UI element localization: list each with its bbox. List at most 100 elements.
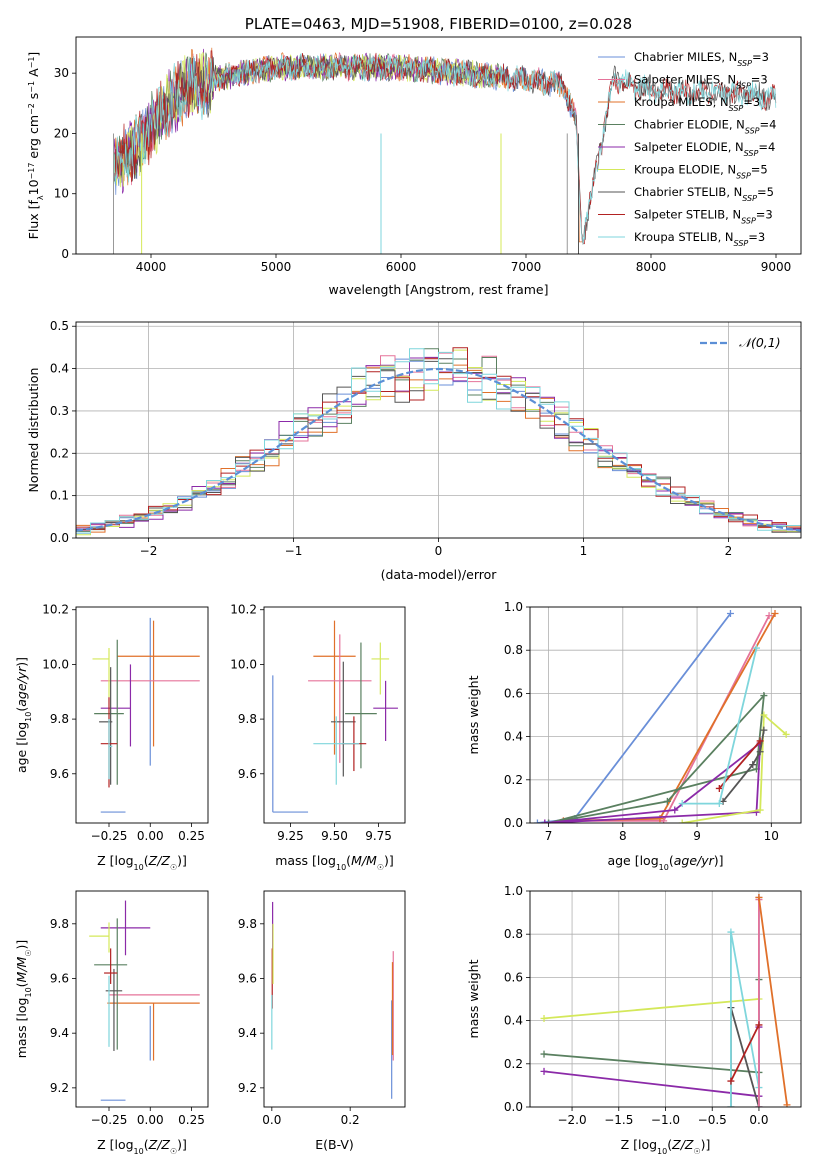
x-tick-label: −2 [140,544,158,558]
weight_age-ylabel: mass weight [466,675,481,754]
Z_mass-frame [75,890,209,1108]
weight-marker [727,1103,735,1107]
y-tick-label: 9.8 [238,712,257,726]
weight-marker [727,1077,735,1085]
weight-marker [540,1067,548,1075]
residuals-xlabel: (data-model)/error [381,567,498,582]
legend-label: Salpeter MILES, NSSP=3 [634,73,768,91]
y-tick-label: 10.0 [42,657,69,671]
y-tick-label: 9.6 [50,971,69,985]
y-tick-label: 0 [61,247,69,261]
legend-label: Kroupa STELIB, NSSP=3 [634,230,765,248]
weight-marker [755,893,763,901]
x-tick-label: 9.75 [365,829,392,843]
legend-label: Kroupa ELODIE, NSSP=5 [634,163,768,181]
Z_age-frame [75,606,209,824]
y-tick-label: 9.6 [238,971,257,985]
weight-marker [783,1101,791,1107]
y-tick-label: 0.3 [50,404,69,418]
x-tick-label: 0.25 [178,1113,205,1127]
weight-line [544,741,762,823]
legend-label: Chabrier STELIB, NSSP=5 [634,185,774,203]
weight-line [730,1007,760,1107]
x-tick-label: 8 [619,829,627,843]
weight-marker [671,806,679,814]
legend-label: Chabrier MILES, NSSP=3 [634,50,769,68]
weight-marker [660,817,668,823]
y-tick-label: 0.6 [504,970,523,984]
weight-marker [760,692,768,700]
axes-Z_age: −0.25 0.00 0.25 9.6 9.8 10.0 10.2 [42,603,205,843]
y-tick-label: 0.2 [504,773,523,787]
y-tick-label: 9.8 [50,917,69,931]
y-tick-label: 9.6 [50,767,69,781]
axes-weight_Z: −2.0 −1.5 −1.0 −0.5 0.0 0.0 0.2 0.4 0.6 0.8 1.0 [504,884,801,1127]
y-tick-label: 0.5 [50,319,69,333]
x-tick-label: 7 [545,829,553,843]
y-tick-label: 9.4 [238,1026,257,1040]
x-tick-label: −2.0 [557,1113,586,1127]
x-tick-label: −0.25 [91,1113,128,1127]
errorbars-ebv_mass [271,901,394,1099]
x-tick-label: 10 [764,829,779,843]
weight-marker [533,819,541,823]
Z_age-ylabel: age [log10(age/yr)] [14,657,33,773]
y-tick-label: 1.0 [504,884,523,898]
axes-weight_age: 7 8 9 10 0.0 0.2 0.4 0.6 0.8 1.0 [504,600,801,843]
weight-marker [541,819,549,823]
x-tick-label: 0.2 [341,1113,360,1127]
x-tick-label: 0.00 [137,1113,164,1127]
spectrum-xlabel: wavelength [Angstrom, rest frame] [328,282,548,297]
y-tick-label: 20 [54,126,69,140]
axes-residuals: −2 −1 0 1 2 0.0 0.1 0.2 0.3 0.4 0.5 [50,319,801,558]
y-tick-label: 1.0 [504,600,523,614]
x-tick-label: 8000 [636,260,667,274]
x-tick-label: −1.5 [604,1113,633,1127]
weight_Z-xlabel: Z [log10(Z/Z☉)] [621,1137,711,1156]
x-tick-label: 4000 [136,260,167,274]
weight-marker [663,797,671,805]
x-tick-label: 1 [580,544,588,558]
Z_mass-xlabel: Z [log10(Z/Z☉)] [97,1137,187,1156]
y-tick-label: 9.6 [238,767,257,781]
weight-line [543,979,760,1074]
legend-label: 𝒩(0,1) [739,335,781,350]
x-tick-label: 9.50 [321,829,348,843]
weight_Z-frame [529,890,802,1108]
x-tick-label: −1.0 [651,1113,680,1127]
x-tick-label: 2 [725,544,733,558]
legend-label: Salpeter ELODIE, NSSP=4 [634,140,775,158]
y-tick-label: 10.0 [230,657,257,671]
spectrum-lines [113,47,777,254]
axes-Z_mass: −0.25 0.00 0.25 9.2 9.4 9.6 9.8 [50,917,205,1127]
errorbars-Z_age [92,617,200,813]
weight-marker [715,784,723,792]
legend-label: Chabrier ELODIE, NSSP=4 [634,118,776,136]
mass_age-frame [263,606,406,824]
axes-mass_age: 9.25 9.50 9.75 9.6 9.8 10.0 10.2 [230,603,392,843]
weight-marker [756,748,764,756]
y-tick-label: 0.8 [504,643,523,657]
x-tick-label: 6000 [386,260,417,274]
y-tick-label: 0.4 [504,1014,523,1028]
y-tick-label: 0.4 [504,730,523,744]
y-tick-label: 0.0 [504,1100,523,1114]
x-tick-label: 9.25 [277,829,304,843]
x-tick-label: 7000 [511,260,542,274]
normal-curve [76,367,801,532]
Z_age-xlabel: Z [log10(Z/Z☉)] [97,853,187,872]
axes-ebv_mass: 0.0 0.2 9.2 9.4 9.6 9.8 [238,917,360,1127]
weight-line [537,612,732,823]
y-tick-label: 0.2 [50,446,69,460]
ebv_mass-frame [263,890,406,1108]
weight-line [718,740,761,789]
weight-marker [726,609,734,617]
weight-marker [727,928,735,936]
weight-marker [545,819,553,823]
y-tick-label: 0.2 [504,1057,523,1071]
weight-line [758,897,788,1105]
lines-weight_Z [540,893,791,1107]
weight-marker [540,1014,548,1022]
mass_age-xlabel: mass [log10(M/M☉)] [275,853,394,872]
